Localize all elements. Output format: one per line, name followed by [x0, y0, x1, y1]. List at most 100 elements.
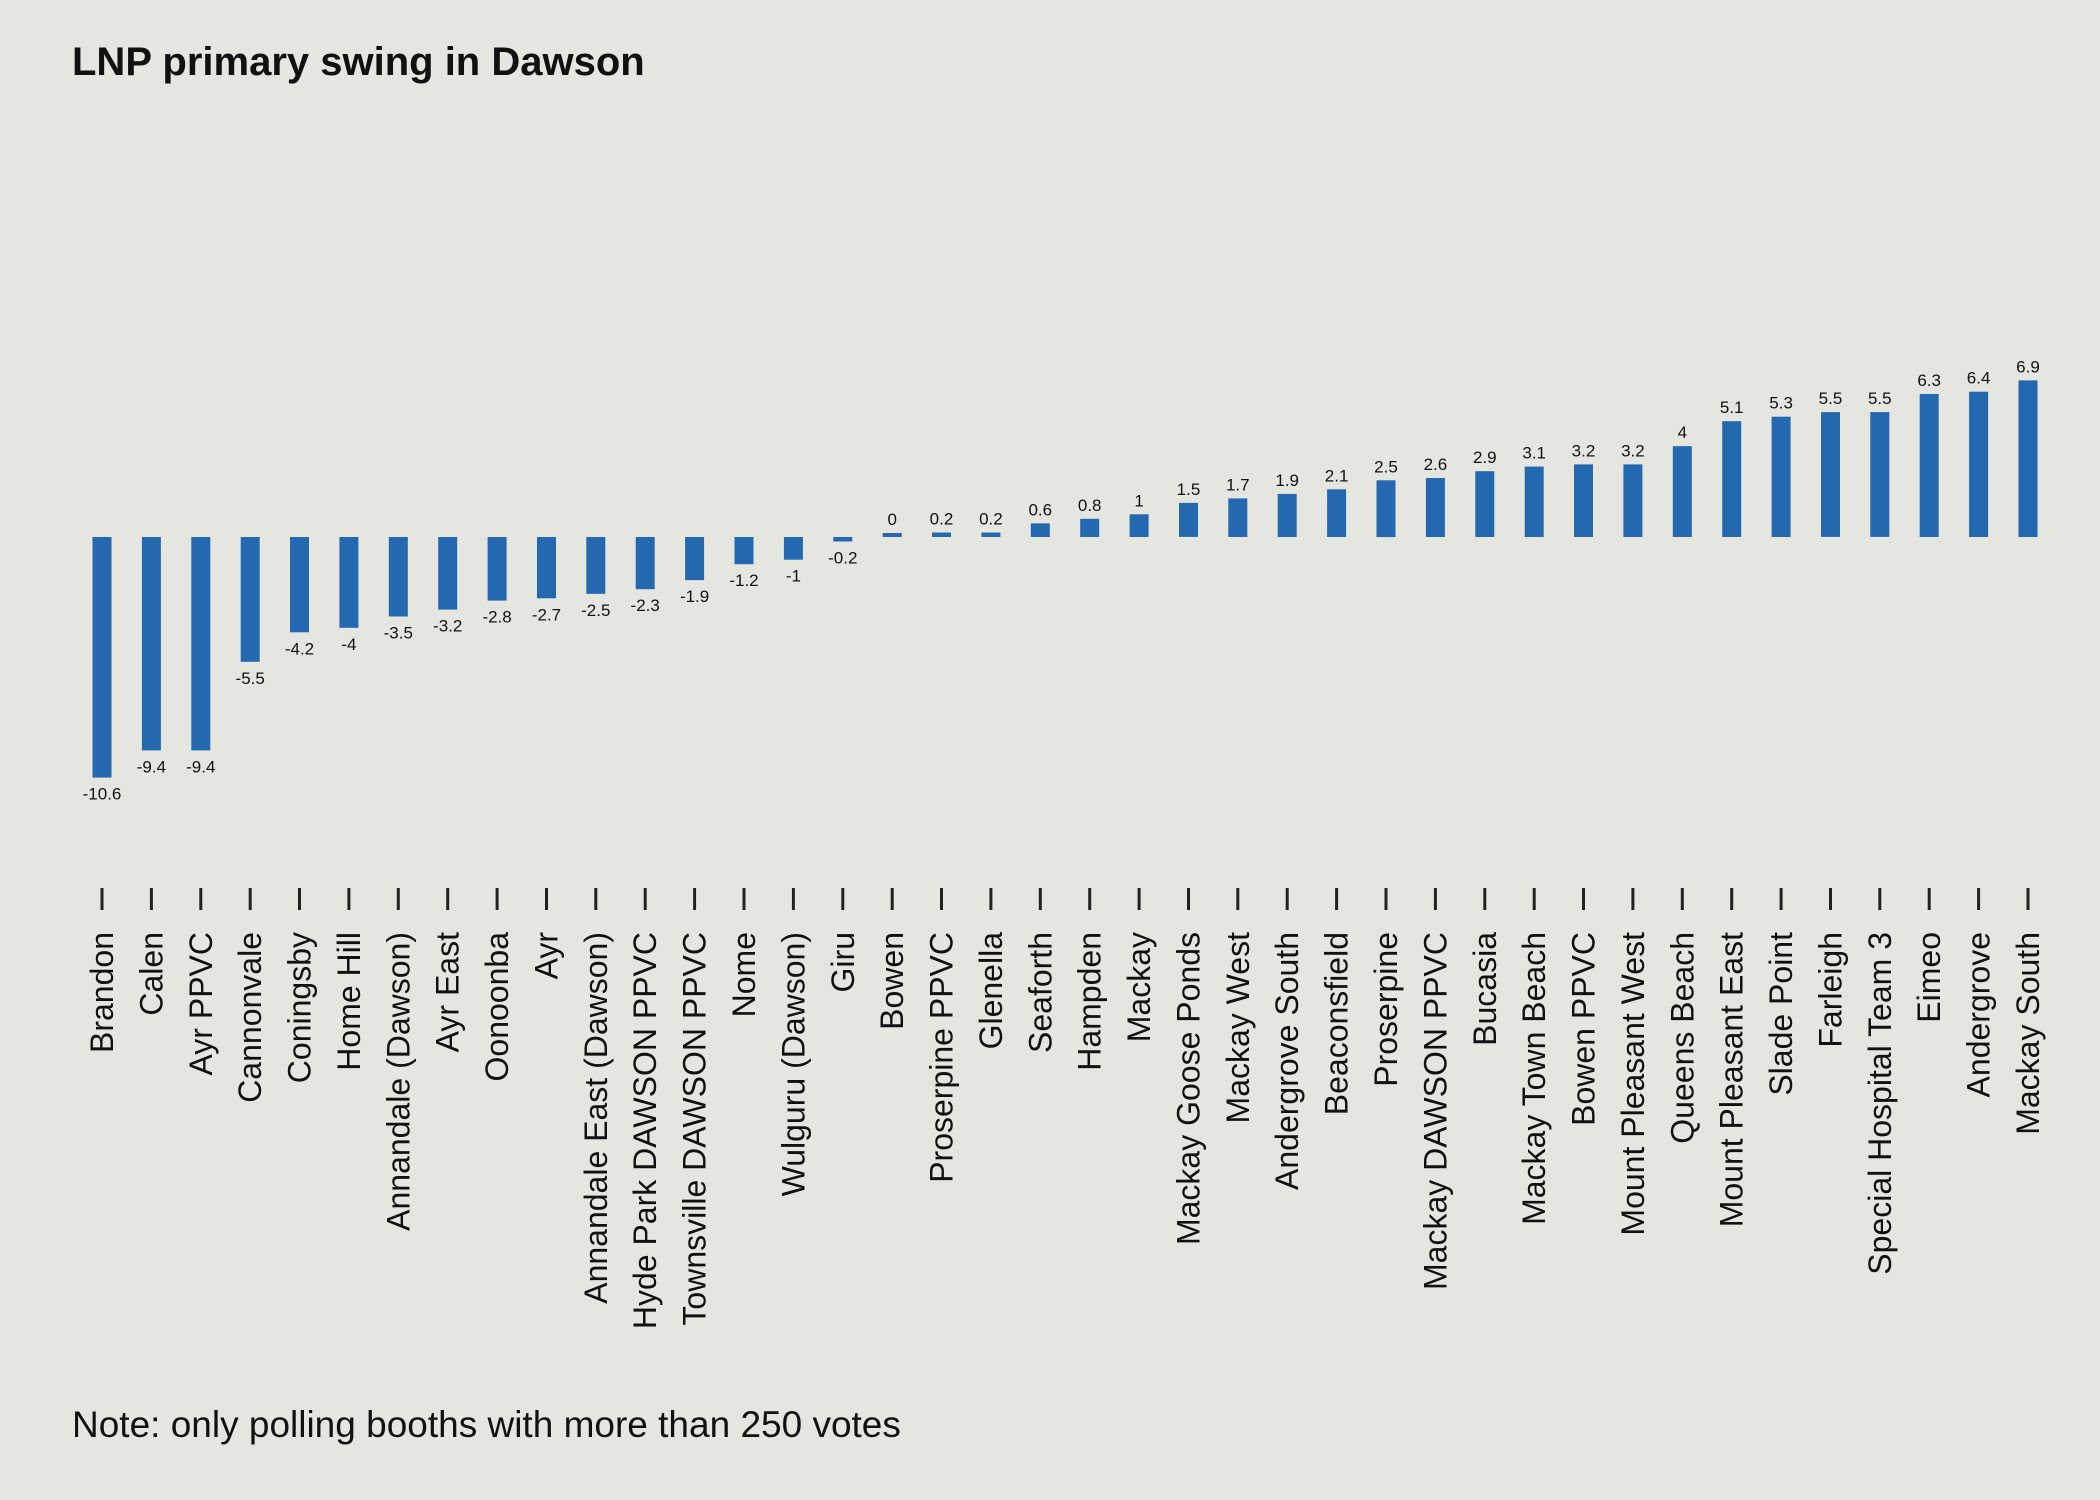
- bar-slade-point: [1771, 416, 1791, 537]
- value-label-brandon: -10.6: [83, 785, 122, 804]
- bar-ayr-ppvc: [191, 537, 211, 751]
- value-label-coningsby: -4.2: [285, 639, 314, 658]
- bar-hampden: [1080, 518, 1100, 537]
- value-label-andergrove: 6.4: [1967, 369, 1991, 388]
- tick-label-hampden: Hampden: [1072, 932, 1108, 1071]
- value-label-queens-beach: 4: [1678, 423, 1687, 442]
- bar-annandale-east-dawson: [586, 537, 606, 594]
- bar-farleigh: [1821, 412, 1840, 537]
- tick-label-ayr: Ayr: [529, 932, 565, 980]
- bar-townsville-dawson-ppvc: [685, 537, 705, 581]
- value-label-ayr-ppvc: -9.4: [186, 757, 215, 776]
- bar-nome: [734, 537, 754, 565]
- value-label-proserpine-ppvc: 0.2: [930, 510, 954, 529]
- value-label-mackay: 1: [1134, 491, 1143, 510]
- bar-glenella: [981, 532, 1001, 537]
- tick-label-coningsby: Coningsby: [282, 932, 318, 1083]
- tick-label-ayr-east: Ayr East: [430, 932, 466, 1052]
- value-label-mackay-town-beach: 3.1: [1522, 444, 1546, 463]
- bar-bowen: [882, 533, 902, 537]
- tick-label-annandale-east-dawson: Annandale East (Dawson): [578, 932, 614, 1304]
- bar-mackay: [1129, 514, 1149, 537]
- tick-label-wulguru-dawson: Wulguru (Dawson): [775, 932, 811, 1196]
- value-label-slade-point: 5.3: [1769, 394, 1793, 413]
- bar-wulguru-dawson: [783, 537, 803, 560]
- tick-label-glenella: Glenella: [973, 932, 1009, 1050]
- bar-hyde-park-dawson-ppvc: [635, 537, 655, 590]
- value-label-bucasia: 2.9: [1473, 448, 1497, 467]
- x-axis-ticks: [100, 888, 2030, 910]
- tick-label-bowen: Bowen: [874, 932, 910, 1030]
- x-axis-tick-labels: Brandon Calen Ayr PPVC Cannonvale Coningsby H…: [84, 932, 2046, 1329]
- bar-chart: -10.6-9.4 -9.4-5.5-4.2 -4-3.5 -3.2 -2.8 -2.7-…: [83, 357, 2046, 1329]
- bar-cannonvale: [240, 537, 260, 662]
- value-label-farleigh: 5.5: [1819, 389, 1843, 408]
- bar-proserpine: [1376, 480, 1396, 538]
- bar-coningsby: [290, 537, 309, 633]
- tick-label-hyde-park-dawson-ppvc: Hyde Park DAWSON PPVC: [627, 932, 663, 1329]
- tick-label-mackay-dawson-ppvc: Mackay DAWSON PPVC: [1417, 932, 1453, 1290]
- value-label-mount-pleasant-west: 3.2: [1621, 441, 1645, 460]
- value-label-annandale-dawson: -3.5: [384, 624, 413, 643]
- bar-proserpine-ppvc: [932, 532, 951, 537]
- value-label-hampden: 0.8: [1078, 496, 1102, 515]
- tick-label-mackay: Mackay: [1121, 932, 1157, 1042]
- tick-label-calen: Calen: [133, 932, 169, 1016]
- bar-annandale-dawson: [388, 537, 408, 617]
- bar-bowen-ppvc: [1574, 464, 1593, 537]
- value-label-ayr-east: -3.2: [433, 617, 462, 636]
- tick-label-proserpine: Proserpine: [1368, 932, 1404, 1087]
- tick-label-mackay-south: Mackay South: [2010, 932, 2046, 1135]
- bar-mount-pleasant-west: [1623, 464, 1643, 537]
- bar-giru: [833, 537, 853, 542]
- bar-andergrove-south: [1277, 493, 1297, 537]
- value-label-oonoonba: -2.8: [482, 608, 511, 627]
- value-labels-layer: -10.6-9.4 -9.4-5.5-4.2 -4-3.5 -3.2 -2.8 -2.7-…: [83, 357, 2040, 803]
- bar-beaconsfield: [1327, 489, 1347, 537]
- tick-label-brandon: Brandon: [84, 932, 120, 1053]
- value-label-ayr: -2.7: [532, 605, 561, 624]
- chart-note: Note: only polling booths with more than…: [72, 1404, 901, 1445]
- tick-label-eimeo: Eimeo: [1911, 932, 1947, 1023]
- value-label-proserpine: 2.5: [1374, 457, 1398, 476]
- tick-label-ayr-ppvc: Ayr PPVC: [183, 932, 219, 1075]
- value-label-nome: -1.2: [729, 571, 758, 590]
- value-label-mackay-south: 6.9: [2016, 357, 2040, 376]
- tick-label-home-hill: Home Hill: [331, 932, 367, 1071]
- tick-label-mount-pleasant-west: Mount Pleasant West: [1615, 932, 1651, 1236]
- value-label-annandale-east-dawson: -2.5: [581, 601, 610, 620]
- bar-mackay-west: [1228, 498, 1248, 537]
- tick-label-queens-beach: Queens Beach: [1664, 932, 1700, 1144]
- bar-mount-pleasant-east: [1722, 421, 1742, 537]
- value-label-hyde-park-dawson-ppvc: -2.3: [631, 596, 660, 615]
- bar-eimeo: [1919, 394, 1939, 537]
- value-label-andergrove-south: 1.9: [1275, 471, 1299, 490]
- bar-brandon: [92, 537, 112, 778]
- tick-label-special-hospital-team-3: Special Hospital Team 3: [1862, 932, 1898, 1275]
- bar-ayr-east: [438, 537, 458, 610]
- tick-label-andergrove: Andergrove: [1961, 932, 1997, 1097]
- tick-label-cannonvale: Cannonvale: [232, 932, 268, 1103]
- tick-label-mount-pleasant-east: Mount Pleasant East: [1714, 932, 1750, 1227]
- tick-label-farleigh: Farleigh: [1813, 932, 1849, 1048]
- bar-seaforth: [1030, 523, 1050, 537]
- tick-label-proserpine-ppvc: Proserpine PPVC: [924, 932, 960, 1183]
- value-label-mackay-dawson-ppvc: 2.6: [1424, 455, 1448, 474]
- tick-label-slade-point: Slade Point: [1763, 932, 1799, 1096]
- tick-label-andergrove-south: Andergrove South: [1269, 932, 1305, 1190]
- value-label-beaconsfield: 2.1: [1325, 466, 1349, 485]
- bar-queens-beach: [1672, 446, 1692, 537]
- value-label-mackay-goose-ponds: 1.5: [1177, 480, 1201, 499]
- tick-label-mackay-west: Mackay West: [1220, 932, 1256, 1124]
- tick-label-beaconsfield: Beaconsfield: [1319, 932, 1355, 1115]
- value-label-bowen: 0: [887, 510, 896, 529]
- bar-mackay-town-beach: [1524, 466, 1544, 537]
- tick-label-nome: Nome: [726, 932, 762, 1017]
- value-label-townsville-dawson-ppvc: -1.9: [680, 587, 709, 606]
- value-label-calen: -9.4: [137, 757, 166, 776]
- tick-label-bowen-ppvc: Bowen PPVC: [1566, 932, 1602, 1126]
- bar-ayr: [537, 537, 556, 599]
- value-label-home-hill: -4: [341, 635, 356, 654]
- value-label-wulguru-dawson: -1: [786, 567, 801, 586]
- bar-special-hospital-team-3: [1870, 412, 1890, 537]
